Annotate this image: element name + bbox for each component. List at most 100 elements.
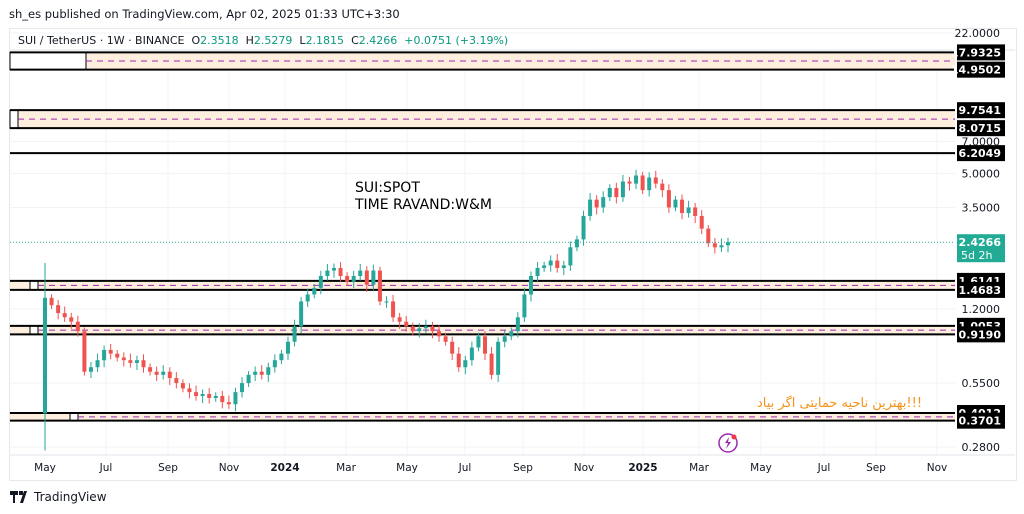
candle-body — [430, 326, 435, 332]
candle-body — [673, 199, 678, 208]
candle-body — [719, 245, 724, 248]
candle-body — [384, 301, 389, 303]
symbol-name[interactable]: SUI / TetherUS · 1W · BINANCE — [18, 34, 185, 47]
candle-body — [640, 175, 645, 191]
candle-body — [607, 187, 612, 198]
candle-body — [88, 367, 93, 372]
open-value: 2.3518 — [200, 34, 239, 47]
price-label: 0.9190 — [959, 328, 1002, 341]
candle-body — [542, 265, 547, 268]
candle-body — [240, 383, 245, 393]
candle-body — [253, 371, 258, 375]
candle-body — [397, 317, 402, 322]
zone-handle[interactable] — [9, 109, 19, 129]
candle-body — [285, 341, 290, 354]
candle-body — [712, 243, 717, 248]
candle-body — [423, 326, 428, 329]
price-label-bg — [957, 412, 1005, 429]
candle-body — [417, 328, 422, 332]
zone-fill[interactable] — [10, 413, 955, 421]
lightning-event-icon[interactable] — [718, 433, 738, 453]
publisher-line: sh_es published on TradingView.com, Apr … — [9, 7, 400, 21]
price-label: 17.9325 — [951, 46, 1001, 59]
price-label-bg — [957, 44, 1005, 61]
candle-body — [706, 228, 711, 244]
chart-frame — [9, 28, 1017, 481]
price-label-bg — [957, 145, 1005, 162]
candle-body — [371, 270, 376, 285]
candle-body — [351, 275, 356, 282]
candle-body — [115, 353, 120, 358]
annotation-text[interactable]: TIME RAVAND:W&M — [354, 197, 492, 213]
zone-handle[interactable] — [69, 412, 79, 422]
candle-body — [456, 353, 461, 368]
candle-body — [450, 341, 455, 354]
time-axis-tick: Nov — [927, 462, 948, 474]
candle-body — [515, 317, 520, 332]
annotation-text[interactable]: SUI:SPOT — [355, 180, 420, 196]
low-value: 2.1815 — [305, 34, 345, 47]
candle-body — [220, 395, 225, 403]
close-value: 2.4266 — [358, 34, 398, 47]
price-axis-tick: 22.0000 — [955, 27, 1001, 40]
candle-body — [325, 270, 330, 276]
time-axis-tick: Mar — [689, 462, 709, 474]
candle-body — [200, 394, 205, 396]
price-label: 8.0715 — [959, 122, 1001, 135]
lightning-bolt-icon — [725, 437, 731, 449]
symbol-legend: SUI / TetherUS · 1W · BINANCE O2.3518 H2… — [18, 34, 508, 47]
candle-body — [726, 242, 730, 246]
price-label-bg — [957, 102, 1005, 119]
candle-body — [391, 301, 396, 318]
candle-body — [167, 371, 172, 379]
candle-body — [601, 197, 606, 208]
candle-body — [686, 207, 691, 214]
candle-body — [331, 267, 336, 271]
time-axis-tick: May — [34, 462, 56, 474]
zone-handle[interactable] — [9, 51, 87, 71]
notification-dot — [731, 434, 737, 440]
candle-body — [102, 349, 107, 361]
price-label-bg — [957, 120, 1005, 137]
price-label: 9.7541 — [959, 104, 1001, 117]
annotation-persian-text[interactable]: !!!بهترین ناحیه حمایتی اگر بیاد — [757, 395, 922, 411]
candle-body — [509, 331, 514, 337]
bar-countdown: 5d 2h — [961, 249, 992, 262]
candle-body — [693, 207, 698, 216]
price-axis-tick: 1.2000 — [962, 303, 1001, 316]
time-axis-tick: 2024 — [270, 462, 299, 474]
zone-handle[interactable] — [29, 280, 39, 291]
candle-body — [141, 360, 146, 368]
price-label: 0.3701 — [959, 415, 1001, 428]
candle-body — [180, 383, 185, 389]
candle-body — [154, 371, 159, 375]
candle-body — [377, 270, 382, 302]
open-label: O — [191, 34, 201, 47]
price-label-bg — [957, 61, 1005, 78]
candle-body — [443, 336, 448, 342]
candle-body — [548, 260, 553, 266]
candle-body — [574, 239, 579, 248]
high-value: 2.5279 — [253, 34, 293, 47]
time-axis-tick: Nov — [219, 462, 240, 474]
time-axis-tick: Jul — [99, 462, 113, 474]
candle-body — [528, 275, 533, 295]
candle-body — [292, 326, 297, 342]
time-axis-tick: May — [750, 462, 772, 474]
candle-body — [594, 199, 599, 208]
candle-body — [82, 331, 87, 372]
candle-body — [660, 183, 665, 191]
brand-label: TradingView — [34, 490, 107, 504]
candle-body — [338, 267, 343, 276]
tradingview-brand[interactable]: TradingView — [10, 490, 107, 504]
candle-body — [266, 367, 271, 375]
zone-handle[interactable] — [29, 325, 39, 335]
candle-body — [522, 294, 527, 318]
candle-body — [345, 275, 350, 282]
high-label: H — [245, 34, 254, 47]
candle-body — [161, 371, 166, 375]
price-label: 1.4683 — [959, 284, 1001, 297]
candle-body — [483, 336, 488, 354]
candle-body — [653, 177, 658, 184]
